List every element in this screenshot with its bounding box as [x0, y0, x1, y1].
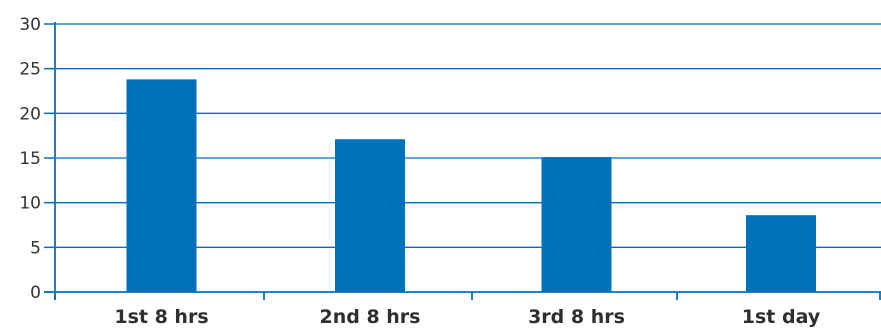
- y-tick-label: 10: [19, 194, 41, 214]
- bars: [126, 79, 816, 293]
- x-tick-label: 3rd 8 hrs: [528, 306, 625, 327]
- bar-1: [335, 139, 405, 292]
- x-tick-labels: 1st 8 hrs 2nd 8 hrs 3rd 8 hrs 1st day: [114, 306, 821, 328]
- y-tick-label: 25: [19, 60, 41, 80]
- bar-0: [126, 79, 197, 293]
- axes: [44, 22, 881, 300]
- y-tick-labels: 0 5 10 15 20 25 30: [19, 15, 41, 303]
- y-tick-label: 15: [19, 149, 41, 169]
- y-tick-label: 0: [30, 283, 41, 303]
- bar-3: [746, 215, 816, 292]
- x-tick-label: 2nd 8 hrs: [319, 306, 420, 327]
- x-tick-label: 1st day: [742, 306, 821, 327]
- bar-2: [541, 157, 612, 292]
- y-tick-label: 30: [19, 15, 41, 35]
- y-tick-label: 5: [30, 238, 41, 258]
- x-tick-label: 1st 8 hrs: [114, 306, 208, 327]
- y-tick-label: 20: [19, 104, 41, 124]
